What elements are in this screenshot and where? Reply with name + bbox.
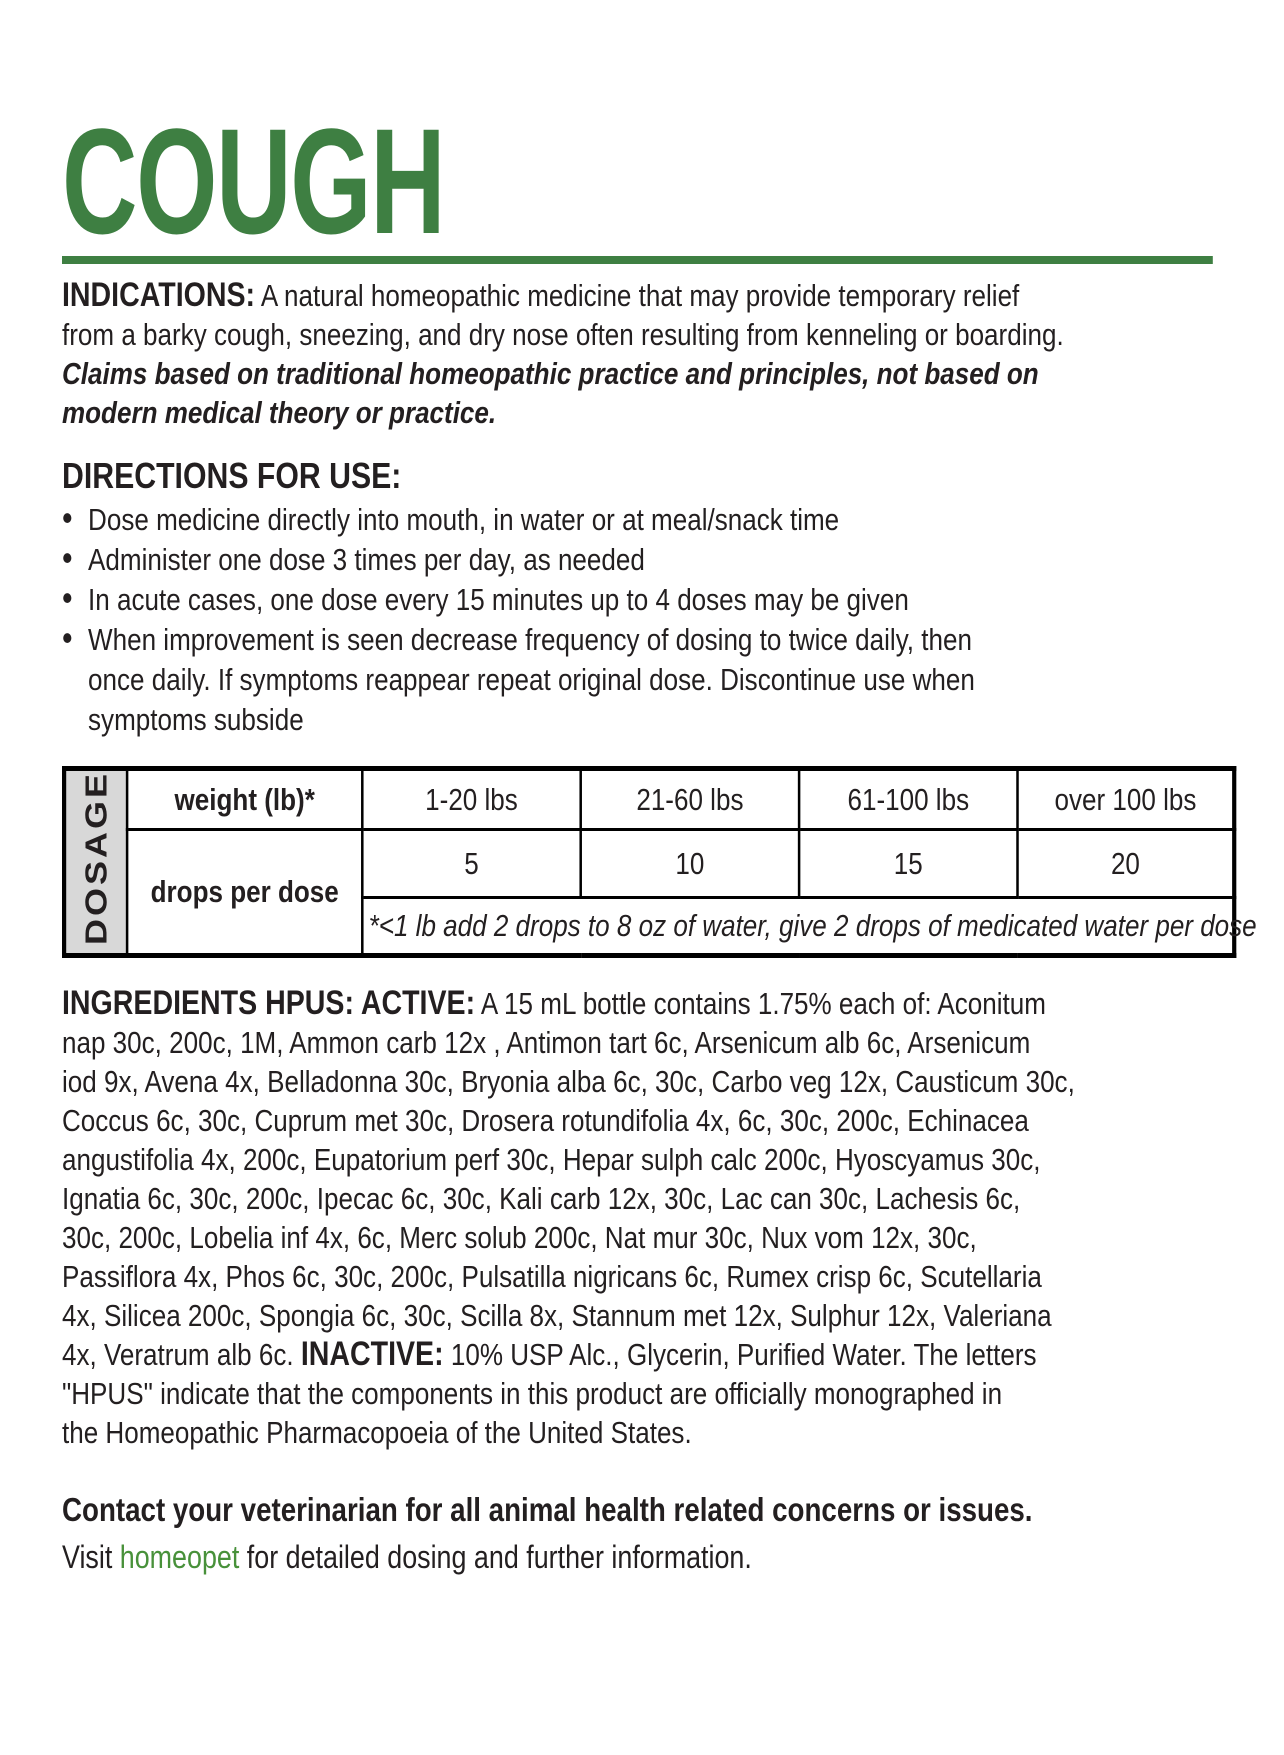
contact-bold-line: Contact your veterinarian for all animal… — [62, 1491, 1033, 1529]
ingredients-active-text: A 15 mL bottle contains 1.75% each of: A… — [62, 986, 1075, 1373]
page-title: COUGH — [62, 97, 446, 265]
dosage-table: DOSAGE weight (lb)* 1-20 lbs 21-60 lbs 6… — [62, 766, 1257, 959]
dosage-side-label: DOSAGE — [78, 771, 113, 946]
drops-row-label: drops per dose — [125, 827, 364, 958]
dosage-side-cell: DOSAGE — [62, 766, 129, 958]
direction-item: In acute cases, one dose every 15 minute… — [62, 578, 1232, 620]
direction-item: Dose medicine directly into mouth, in wa… — [62, 498, 1232, 540]
ingredients-inactive-label: INACTIVE: — [300, 1335, 444, 1374]
contact-visit-prefix: Visit — [62, 1539, 113, 1576]
indications-paragraph: INDICATIONS: A natural homeopathic medic… — [62, 276, 1232, 432]
drops-value-cell: 10 — [579, 827, 801, 900]
drops-value-cell: 5 — [361, 827, 582, 900]
ingredients-active-label: INGREDIENTS HPUS: ACTIVE: — [62, 984, 476, 1023]
homeopet-link[interactable]: homeopet — [119, 1539, 240, 1576]
weight-range-cell: 1-20 lbs — [361, 767, 582, 831]
indications-claims: Claims based on traditional homeopathic … — [62, 356, 1039, 430]
ingredients-inactive-text: 10% USP Alc., Glycerin, Purified Water. … — [62, 1337, 1037, 1451]
indications-text: A natural homeopathic medicine that may … — [62, 278, 1064, 352]
weight-range-cell: 61-100 lbs — [797, 767, 1019, 831]
ingredients-paragraph: INGREDIENTS HPUS: ACTIVE: A 15 mL bottle… — [62, 984, 1232, 1452]
title-underline — [62, 256, 1213, 264]
directions-list: Dose medicine directly into mouth, in wa… — [62, 498, 1232, 740]
weight-range-cell: over 100 lbs — [1016, 767, 1236, 831]
label-content: COUGH INDICATIONS: A natural homeopathic… — [62, 97, 1257, 1581]
contact-paragraph: Contact your veterinarian for all animal… — [62, 1486, 1232, 1581]
indications-label: INDICATIONS: — [62, 276, 256, 314]
direction-item: Administer one dose 3 times per day, as … — [62, 538, 1232, 580]
weight-range-cell: 21-60 lbs — [579, 767, 801, 831]
directions-heading: DIRECTIONS FOR USE: — [62, 455, 402, 496]
drops-value-cell: 20 — [1016, 827, 1236, 900]
direction-item: When improvement is seen decrease freque… — [62, 618, 1232, 740]
dosage-footnote: *<1 lb add 2 drops to 8 oz of water, giv… — [361, 896, 1257, 958]
contact-visit-suffix: for detailed dosing and further informat… — [239, 1539, 752, 1576]
weight-row-label: weight (lb)* — [125, 767, 364, 831]
drops-value-cell: 15 — [797, 827, 1019, 900]
